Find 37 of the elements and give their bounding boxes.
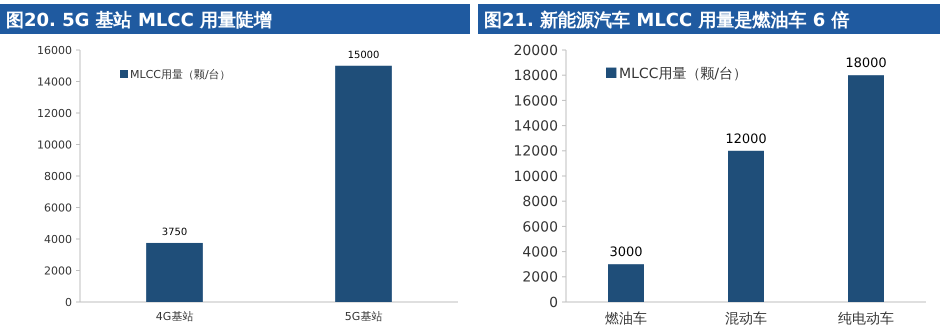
bar — [848, 75, 884, 302]
legend-label: MLCC用量（颗/台） — [619, 66, 748, 82]
x-tick-label: 燃油车 — [605, 311, 647, 327]
legend-label: MLCC用量（颗/台） — [130, 68, 231, 81]
y-tick-label: 0 — [65, 296, 72, 309]
x-tick-label: 4G基站 — [156, 310, 194, 323]
data-label: 3000 — [609, 245, 643, 260]
y-tick-label: 16000 — [513, 93, 558, 110]
y-tick-label: 2000 — [44, 264, 72, 278]
y-tick-label: 14000 — [513, 118, 558, 134]
y-tick-label: 16000 — [37, 44, 72, 57]
y-tick-label: 6000 — [44, 201, 72, 214]
y-tick-label: 4000 — [522, 244, 558, 260]
y-tick-label: 10000 — [513, 168, 558, 185]
y-tick-label: 8000 — [44, 170, 72, 183]
data-label: 12000 — [725, 132, 767, 147]
y-tick-label: 18000 — [513, 68, 558, 84]
y-tick-label: 12000 — [513, 144, 558, 160]
x-tick-label: 混动车 — [725, 311, 767, 327]
y-tick-label: 10000 — [37, 138, 72, 152]
y-tick-label: 2000 — [522, 270, 558, 286]
y-tick-label: 12000 — [37, 106, 72, 120]
y-tick-label: 4000 — [44, 232, 72, 246]
data-label: 18000 — [845, 56, 887, 72]
y-tick-label: 14000 — [37, 75, 72, 88]
y-tick-label: 6000 — [522, 219, 558, 236]
chart-title: 图21. 新能源汽车 MLCC 用量是燃油车 6 倍 — [484, 10, 850, 31]
y-tick-label: 20000 — [513, 42, 558, 59]
bar — [728, 150, 764, 302]
y-tick-label: 0 — [549, 294, 558, 311]
x-tick-label: 纯电动车 — [838, 311, 894, 327]
bar — [608, 264, 644, 302]
data-label: 15000 — [348, 50, 380, 61]
chart-title: 图20. 5G 基站 MLCC 用量陡增 — [6, 10, 272, 31]
data-label: 3750 — [162, 226, 188, 238]
x-tick-label: 5G基站 — [344, 310, 382, 323]
y-tick-label: 8000 — [522, 194, 558, 210]
